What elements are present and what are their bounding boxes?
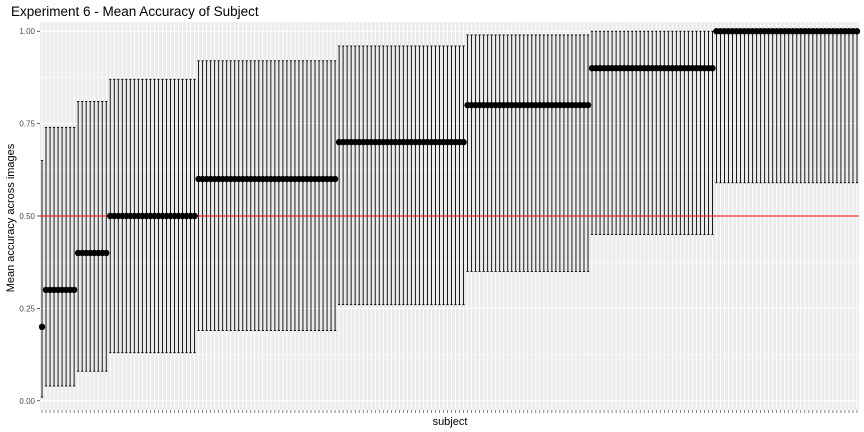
- y-tick-label: 0.75: [19, 120, 35, 129]
- data-point: [103, 249, 110, 257]
- data-points: [38, 28, 861, 331]
- y-tick-label: 0.50: [19, 212, 35, 221]
- y-tick-label: 1.00: [19, 27, 35, 36]
- y-tick-label: 0.25: [19, 304, 35, 313]
- data-point: [853, 28, 861, 35]
- x-axis-title: subject: [433, 416, 468, 428]
- data-point: [709, 64, 716, 72]
- minor-gridlines: [40, 77, 859, 355]
- data-point: [70, 286, 78, 294]
- data-point: [460, 138, 467, 146]
- data-point: [584, 101, 592, 109]
- x-axis: [41, 410, 858, 413]
- y-axis-title: Mean accuracy across images: [5, 143, 17, 292]
- data-point: [191, 212, 198, 220]
- y-tick-label: 0.00: [19, 397, 35, 406]
- y-axis: 0.00 0.25 0.50 0.75 1.00: [19, 27, 40, 406]
- chart-title: Experiment 6 - Mean Accuracy of Subject: [11, 4, 259, 19]
- data-point: [38, 323, 46, 331]
- data-point: [331, 175, 339, 183]
